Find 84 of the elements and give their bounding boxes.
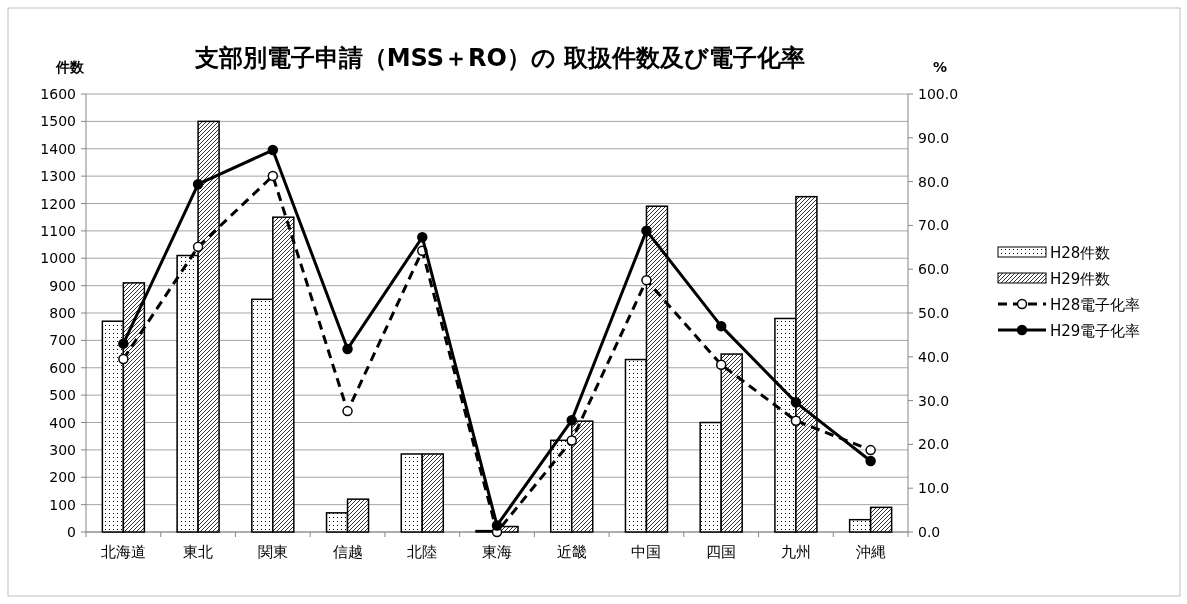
y-tick-label: 1000 <box>40 250 76 267</box>
y2-tick-label: 60.0 <box>918 261 950 278</box>
point <box>267 144 279 156</box>
y-tick-label: 1400 <box>40 140 76 157</box>
bar <box>869 506 893 533</box>
bar <box>325 512 349 533</box>
bar <box>570 420 594 533</box>
y-tick-label: 200 <box>49 469 76 486</box>
bar <box>795 195 818 533</box>
point <box>491 520 503 531</box>
y-tick-label: 700 <box>49 332 76 349</box>
point <box>865 455 876 467</box>
bar <box>101 320 125 533</box>
y2-axis-title: % <box>932 59 948 75</box>
y2-tick-label: 40.0 <box>918 348 950 365</box>
bar <box>176 254 199 533</box>
point <box>566 415 577 426</box>
y2-tick-label: 90.0 <box>918 129 950 146</box>
y-tick-label: 900 <box>49 277 76 294</box>
point <box>715 320 727 332</box>
x-tick-label: 北陸 <box>407 543 438 561</box>
bar <box>400 453 424 533</box>
bar <box>421 453 445 533</box>
y2-tick-label: 100.0 <box>918 86 959 102</box>
bar <box>699 421 722 533</box>
point <box>192 241 204 253</box>
bar <box>720 353 743 533</box>
bar <box>645 205 669 533</box>
point <box>865 444 876 456</box>
x-tick-label: 近畿 <box>556 543 587 561</box>
x-tick-label: 信越 <box>332 543 363 561</box>
bar <box>251 298 274 533</box>
x-tick-label: 九州 <box>780 543 811 561</box>
bar <box>346 498 370 533</box>
x-tick-label: 沖縄 <box>855 543 886 561</box>
point <box>790 415 802 426</box>
legend-label: H28件数 <box>1050 244 1111 262</box>
y2-tick-label: 70.0 <box>918 217 950 234</box>
y2-tick-label: 80.0 <box>918 173 950 190</box>
point <box>641 225 652 236</box>
point <box>790 397 802 408</box>
point <box>267 170 279 182</box>
x-tick-label: 中国 <box>631 543 662 561</box>
bar <box>197 120 220 533</box>
chart-title: 支部別電子申請（MSS＋RO）の 取扱件数及び電子化率 <box>193 44 806 72</box>
point <box>715 359 727 370</box>
y-tick-label: 1100 <box>40 222 76 239</box>
x-tick-label: 関東 <box>257 543 288 561</box>
y-tick-label: 100 <box>49 496 76 513</box>
legend-label: H28電子化率 <box>1050 296 1141 314</box>
legend-label: H29電子化率 <box>1050 322 1141 340</box>
y-tick-label: 1600 <box>40 86 76 102</box>
bar <box>122 282 146 533</box>
y2-tick-label: 50.0 <box>918 305 950 321</box>
y-tick-label: 400 <box>49 414 76 431</box>
point <box>641 274 652 286</box>
y2-tick-label: 10.0 <box>918 480 950 497</box>
point <box>118 338 129 349</box>
x-tick-label: 四国 <box>706 543 737 561</box>
point <box>342 343 353 355</box>
point <box>417 231 428 243</box>
y2-tick-label: 20.0 <box>918 436 950 453</box>
point <box>118 353 129 365</box>
x-tick-label: 東北 <box>183 543 214 561</box>
y-tick-label: 1300 <box>40 168 76 185</box>
y2-tick-label: 30.0 <box>918 392 950 409</box>
y-axis-title: 件数 <box>55 59 85 75</box>
x-tick-label: 北海道 <box>100 543 146 561</box>
bar <box>624 358 648 533</box>
y-tick-label: 0 <box>67 524 76 540</box>
y-tick-label: 800 <box>49 305 76 321</box>
point <box>342 405 353 417</box>
x-tick-label: 東海 <box>482 543 512 561</box>
y-tick-label: 1500 <box>40 113 76 130</box>
legend-label: H29件数 <box>1050 270 1111 288</box>
point <box>566 435 577 446</box>
y-tick-label: 300 <box>49 441 76 458</box>
y-tick-label: 600 <box>49 359 76 376</box>
bar <box>848 518 872 533</box>
bar <box>272 216 295 533</box>
y2-tick-label: 0.0 <box>918 524 941 540</box>
y-tick-label: 500 <box>49 387 76 404</box>
point <box>192 178 204 190</box>
y-tick-label: 1200 <box>40 195 76 212</box>
